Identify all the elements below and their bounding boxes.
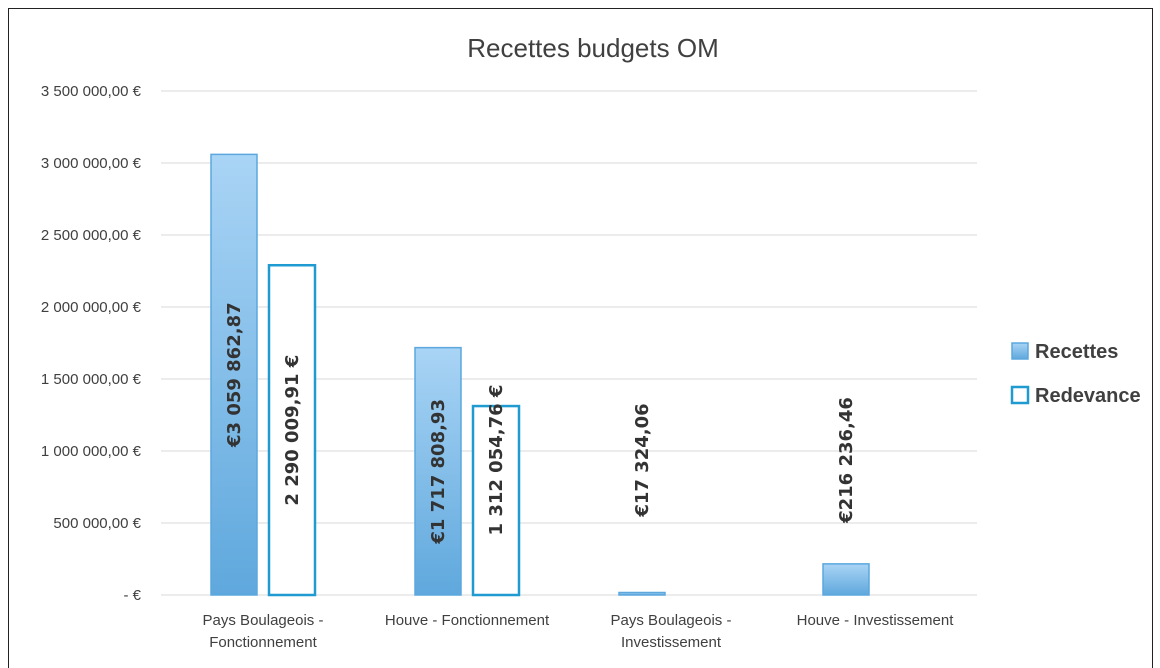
data-label-recettes: €1 717 808,93 — [428, 399, 449, 545]
legend: Recettes Redevance — [1010, 341, 1141, 407]
x-category-label: Houve - Fonctionnement — [385, 612, 550, 629]
data-label-redevance: 1 312 054,76 € — [486, 385, 507, 536]
data-label-recettes: €17 324,06 — [632, 403, 653, 517]
data-label-recettes: €216 236,46 — [836, 397, 857, 524]
bar-redevance-0 — [267, 263, 317, 597]
data-label-recettes: €3 059 862,87 — [224, 302, 245, 448]
x-category-label: Investissement — [621, 634, 722, 651]
bar-redevance-1 — [471, 404, 521, 597]
legend-label-recettes: Recettes — [1035, 341, 1118, 363]
x-axis-categories: Pays Boulageois - Fonctionnement Houve - F… — [203, 612, 955, 651]
legend-swatch-recettes — [1011, 342, 1029, 360]
bar-chart: Recettes budgets OM 3 500 000,00 € 3 000 … — [41, 33, 1141, 651]
chart-frame: Recettes budgets OM 3 500 000,00 € 3 000 … — [8, 8, 1153, 668]
y-tick-label: 500 000,00 € — [53, 515, 141, 532]
data-labels: €3 059 862,87 2 290 009,91 € €1 717 808,93… — [224, 302, 857, 544]
x-category-label: Pays Boulageois - — [203, 612, 324, 629]
bar-recettes-2 — [618, 591, 666, 596]
y-tick-label: 1 500 000,00 € — [41, 371, 142, 388]
y-tick-label: 3 000 000,00 € — [41, 155, 142, 172]
data-label-redevance: 2 290 009,91 € — [282, 355, 303, 506]
bar-recettes-3 — [822, 563, 870, 596]
y-axis-ticks: 3 500 000,00 € 3 000 000,00 € 2 500 000,00… — [41, 83, 142, 604]
chart-title: Recettes budgets OM — [467, 33, 718, 63]
x-category-label: Fonctionnement — [209, 634, 317, 651]
x-category-label: Pays Boulageois - — [611, 612, 732, 629]
y-tick-label: 2 500 000,00 € — [41, 227, 142, 244]
y-tick-label: 1 000 000,00 € — [41, 443, 142, 460]
bar-recettes-1 — [414, 346, 462, 596]
y-tick-label: 3 500 000,00 € — [41, 83, 142, 100]
y-tick-label: - € — [123, 587, 141, 604]
bar-recettes-0 — [210, 153, 258, 596]
legend-swatch-redevance — [1010, 385, 1030, 405]
y-tick-label: 2 000 000,00 € — [41, 299, 142, 316]
x-category-label: Houve - Investissement — [797, 612, 955, 629]
legend-label-redevance: Redevance — [1035, 385, 1141, 407]
bars — [210, 153, 870, 597]
